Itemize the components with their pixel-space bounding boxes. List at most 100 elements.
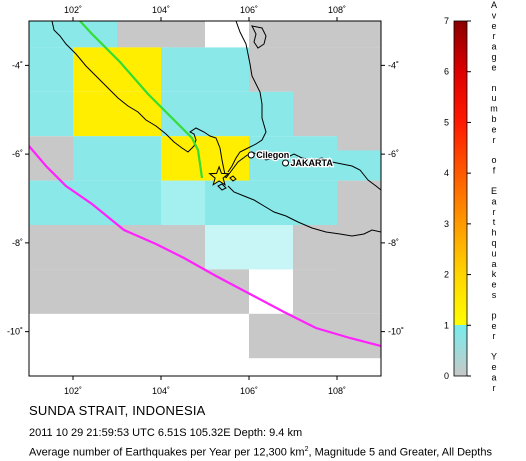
grid-cell bbox=[161, 180, 205, 225]
colorbar-label-char: g bbox=[491, 52, 496, 62]
colorbar-label-char: r bbox=[493, 331, 496, 341]
colorbar-tick-label: 4 bbox=[444, 168, 449, 178]
colorbar-label-char: E bbox=[491, 186, 497, 196]
grid-cell bbox=[161, 269, 205, 314]
y-tick-label-left: -10˚ bbox=[7, 327, 23, 337]
colorbar-label-char: e bbox=[491, 21, 496, 31]
grid-cell bbox=[29, 269, 73, 314]
rate-grid bbox=[29, 21, 381, 359]
grid-cell bbox=[73, 21, 117, 48]
grid-cell bbox=[73, 269, 117, 314]
colorbar-label-char: e bbox=[491, 124, 496, 134]
grid-cell bbox=[117, 136, 161, 181]
grid-cell bbox=[117, 91, 161, 137]
place-dot bbox=[282, 159, 290, 167]
grid-cell bbox=[73, 91, 117, 137]
grid-cell bbox=[293, 62, 337, 107]
colorbar-tick-label: 5 bbox=[444, 117, 449, 127]
grid-cell bbox=[249, 47, 293, 92]
grid-cell bbox=[293, 180, 337, 225]
bangka-island bbox=[251, 25, 267, 49]
grid-cell bbox=[249, 225, 293, 270]
grid-cell bbox=[161, 21, 205, 48]
map-graticule-labels: 102˚ 102˚ 104˚ 104˚ 106˚ 106˚ 108˚ 108˚ -4˚ -4˚ -6… bbox=[7, 5, 404, 396]
colorbar-label-char: n bbox=[491, 83, 496, 93]
colorbar-label-char: f bbox=[493, 166, 496, 176]
colorbar-label-char: u bbox=[491, 248, 496, 258]
grid-cell bbox=[73, 136, 117, 181]
grid-cell bbox=[337, 246, 381, 291]
colorbar-label-char: r bbox=[493, 383, 496, 393]
x-tick-label-top: 108˚ bbox=[328, 5, 346, 15]
sumatra-east-coast bbox=[227, 21, 267, 173]
colorbar-label-char: Y bbox=[491, 352, 497, 362]
event-details: 2011 10 29 21:59:53 UTC 6.51S 105.32E De… bbox=[29, 427, 303, 439]
grid-cell bbox=[205, 180, 249, 225]
colorbar-tick-label: 2 bbox=[444, 270, 449, 280]
description-tail: , Magnitude 5 and Greater, All Depths bbox=[308, 446, 492, 459]
grid-cell bbox=[29, 136, 73, 181]
colorbar-label-char: a bbox=[491, 372, 496, 382]
grid-cell bbox=[117, 180, 161, 225]
grid-cell bbox=[293, 225, 337, 270]
colorbar bbox=[453, 20, 468, 377]
place-dot bbox=[247, 151, 255, 159]
description-superscript: 2 bbox=[304, 446, 309, 453]
sumatra-fault-line bbox=[79, 21, 204, 179]
y-tick-label-right: -10˚ bbox=[388, 327, 404, 337]
grid-cell bbox=[293, 136, 337, 181]
x-tick-label-bottom: 102˚ bbox=[64, 386, 82, 396]
colorbar-label-char: r bbox=[493, 135, 496, 145]
grid-cell bbox=[117, 21, 161, 48]
colorbar-tick-label: 1 bbox=[444, 320, 449, 330]
colorbar-label-char: h bbox=[491, 228, 496, 238]
grid-cell bbox=[161, 225, 205, 270]
grid-cell bbox=[249, 180, 293, 225]
x-tick-label-bottom: 108˚ bbox=[328, 386, 346, 396]
grid-cell bbox=[29, 225, 73, 270]
colorbar-label-char: t bbox=[493, 217, 496, 227]
colorbar-label-char: q bbox=[491, 238, 496, 248]
colorbar-label-char: a bbox=[491, 259, 496, 269]
colorbar-label-char: k bbox=[492, 269, 497, 279]
grid-cell bbox=[205, 47, 249, 92]
grid-cell bbox=[205, 225, 249, 270]
place-label: JAKARTA bbox=[291, 158, 334, 168]
epicenter-star-icon bbox=[208, 165, 230, 186]
y-tick-label-right: -6˚ bbox=[388, 149, 399, 159]
colorbar-tick-label: 0 bbox=[444, 371, 449, 381]
map-frame-border bbox=[28, 20, 382, 377]
grid-cell bbox=[161, 47, 205, 92]
grid-cell bbox=[205, 91, 249, 137]
grid-cell bbox=[73, 225, 117, 270]
tectonics-layer bbox=[29, 21, 381, 348]
colorbar-label-char: e bbox=[491, 62, 496, 72]
colorbar-tick-label: 7 bbox=[444, 16, 449, 26]
colorbar-label-char: e bbox=[491, 280, 496, 290]
colorbar-label-char: a bbox=[491, 42, 496, 52]
colorbar-tick-label: 6 bbox=[444, 67, 449, 77]
y-tick-label-left: -6˚ bbox=[12, 149, 23, 159]
colorbar-label-char: A bbox=[491, 0, 497, 10]
grid-cell bbox=[73, 47, 117, 92]
colorbar-label-char: r bbox=[493, 31, 496, 41]
grid-cell bbox=[249, 91, 293, 137]
grid-cell bbox=[29, 91, 73, 137]
colorbar-label-char: e bbox=[491, 362, 496, 372]
colorbar-label-char: r bbox=[493, 207, 496, 217]
map-description: Average number of Earthquakes per Year p… bbox=[29, 446, 492, 459]
grid-cell bbox=[337, 106, 381, 151]
colorbar-label-char: v bbox=[492, 10, 497, 20]
colorbar-label-char: p bbox=[491, 310, 496, 320]
place-label-halo: Cilegon bbox=[256, 150, 289, 160]
colorbar-label-char: s bbox=[492, 290, 497, 300]
colorbar-label-char: u bbox=[491, 93, 496, 103]
x-tick-label-top: 104˚ bbox=[152, 5, 170, 15]
x-tick-label-bottom: 104˚ bbox=[152, 386, 170, 396]
y-tick-label-right: -4˚ bbox=[388, 60, 399, 70]
y-tick-label-left: -4˚ bbox=[12, 60, 23, 70]
strait-island-2 bbox=[229, 175, 237, 182]
place-label: Cilegon bbox=[256, 150, 289, 160]
